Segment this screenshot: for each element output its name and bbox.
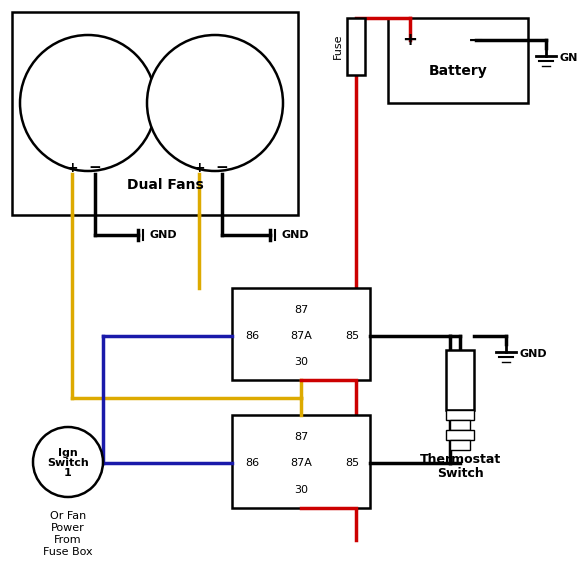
Text: −: − — [468, 31, 484, 50]
Text: 86: 86 — [245, 458, 259, 468]
Text: +: + — [193, 161, 205, 175]
Bar — [450, 439, 470, 450]
Text: Battery: Battery — [429, 64, 487, 77]
Text: GND: GND — [282, 230, 310, 240]
Text: 30: 30 — [294, 357, 308, 367]
Bar — [232, 415, 370, 508]
Text: 87A: 87A — [290, 458, 312, 468]
Bar — [232, 288, 370, 380]
Circle shape — [147, 35, 283, 171]
Bar — [388, 18, 528, 103]
Text: Power: Power — [51, 523, 85, 533]
Text: 1: 1 — [64, 468, 72, 478]
Circle shape — [33, 427, 103, 497]
Text: 85: 85 — [345, 458, 359, 468]
Text: 85: 85 — [345, 331, 359, 341]
Text: 30: 30 — [294, 485, 308, 495]
Text: +: + — [66, 161, 78, 175]
Text: Switch: Switch — [436, 467, 483, 480]
Text: −: − — [216, 161, 228, 176]
Bar — [347, 18, 365, 75]
Text: Dual Fans: Dual Fans — [127, 178, 203, 192]
Circle shape — [20, 35, 156, 171]
Text: GND: GND — [520, 349, 547, 359]
Text: Ign: Ign — [58, 448, 78, 458]
Text: 87A: 87A — [290, 331, 312, 341]
Bar — [12, 12, 298, 215]
Text: Or Fan: Or Fan — [50, 511, 86, 521]
Bar — [446, 429, 474, 439]
Bar — [446, 350, 474, 409]
Text: GND: GND — [150, 230, 177, 240]
Text: +: + — [402, 31, 417, 49]
Text: Fuse: Fuse — [333, 34, 343, 60]
Text: 86: 86 — [245, 331, 259, 341]
Bar — [450, 420, 470, 429]
Text: From: From — [54, 535, 82, 545]
Text: GND: GND — [560, 53, 578, 63]
Text: Switch: Switch — [47, 458, 89, 468]
Text: −: − — [88, 161, 101, 176]
Text: 87: 87 — [294, 305, 308, 315]
Text: Thermostat: Thermostat — [420, 453, 501, 466]
Bar — [446, 409, 474, 420]
Text: Fuse Box: Fuse Box — [43, 547, 93, 557]
Text: 87: 87 — [294, 432, 308, 442]
